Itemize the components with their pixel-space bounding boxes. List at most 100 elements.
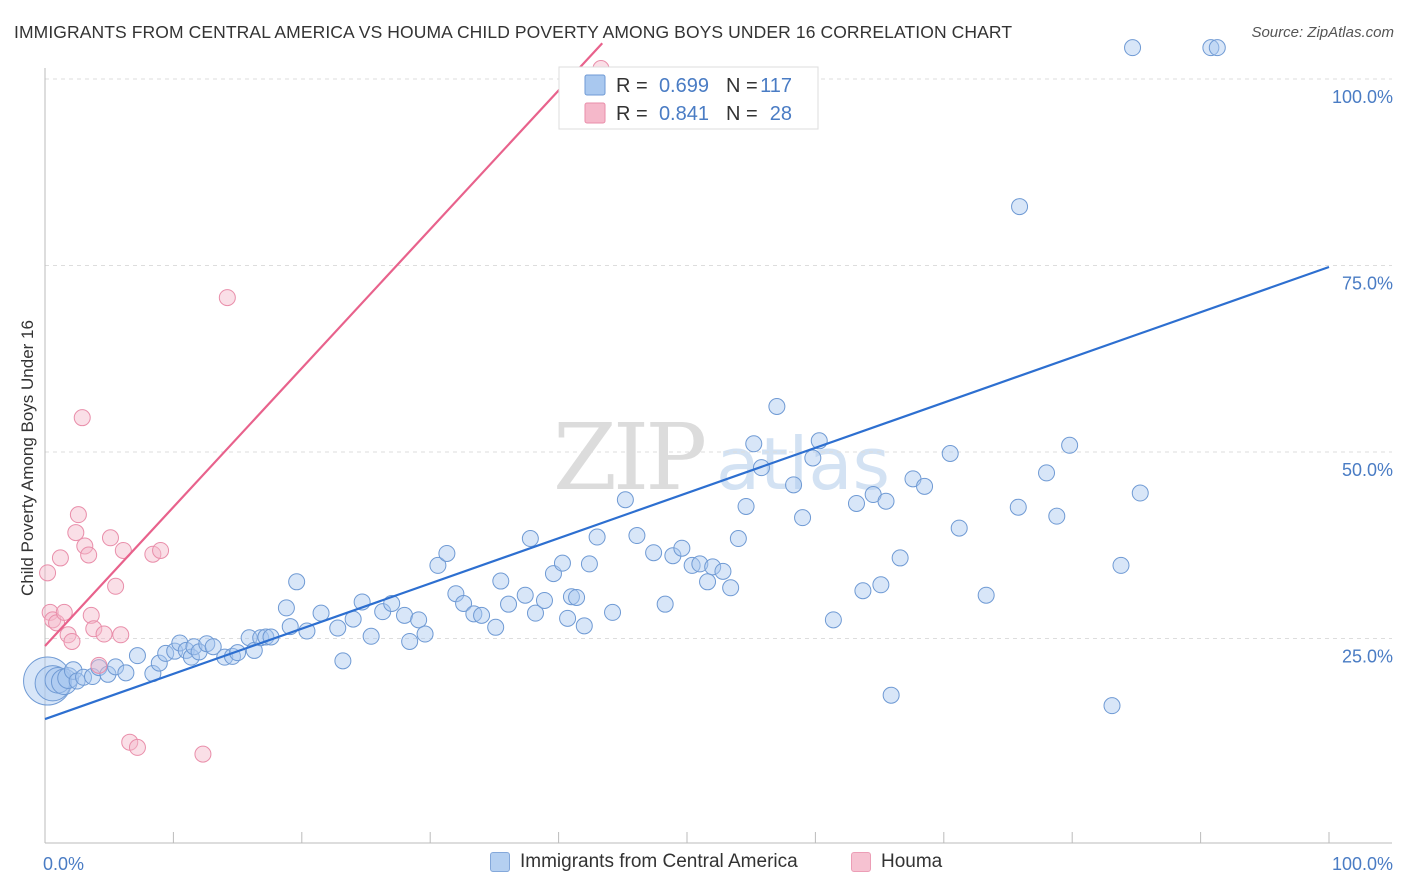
point-immigrants — [785, 476, 803, 494]
point-immigrants — [75, 668, 93, 686]
point-immigrants — [107, 658, 125, 676]
point-immigrants — [737, 497, 755, 515]
axes — [44, 68, 1392, 844]
series-immigrants-points — [23, 39, 1226, 715]
grid-lines — [45, 78, 1392, 639]
point-immigrants — [455, 594, 473, 612]
legend-label-houma: Houma — [881, 851, 943, 872]
point-immigrants — [745, 435, 763, 453]
legend-item-immigrants[interactable]: Immigrants from Central America — [490, 851, 798, 873]
point-houma — [90, 656, 108, 674]
point-immigrants — [535, 591, 553, 609]
point-houma — [114, 541, 132, 559]
point-immigrants — [204, 638, 222, 656]
point-immigrants — [588, 528, 606, 546]
watermark: ZIP atlas — [553, 404, 890, 511]
point-immigrants — [362, 627, 380, 645]
point-immigrants — [516, 586, 534, 604]
point-immigrants — [229, 644, 247, 662]
point-immigrants — [950, 519, 968, 537]
point-houma — [73, 409, 91, 427]
point-houma — [128, 738, 146, 756]
stats-n-value: 117 — [760, 75, 792, 97]
point-immigrants — [616, 491, 634, 509]
point-immigrants — [1202, 39, 1220, 57]
point-immigrants — [941, 444, 959, 462]
point-immigrants — [847, 494, 865, 512]
point-immigrants — [1103, 697, 1121, 715]
series-houma-points — [39, 60, 610, 763]
point-immigrants — [891, 549, 909, 567]
point-immigrants — [562, 588, 580, 606]
stats-r-value: 0.841 — [659, 103, 709, 125]
source-credit: Source: ZipAtlas.com — [1251, 24, 1394, 41]
point-immigrants — [401, 632, 419, 650]
point-immigrants — [438, 544, 456, 562]
point-immigrants — [804, 449, 822, 467]
stats-n-label: N = — [726, 75, 758, 97]
x-tick-label-min: 0.0% — [43, 854, 84, 874]
point-houma — [80, 546, 98, 564]
point-houma — [101, 529, 119, 547]
point-immigrants — [1124, 39, 1142, 57]
point-immigrants — [150, 654, 168, 672]
point-immigrants — [553, 554, 571, 572]
y-tick-label: 25.0% — [1342, 647, 1393, 667]
point-immigrants — [526, 604, 544, 622]
point-immigrants — [656, 595, 674, 613]
point-houma — [39, 564, 57, 582]
point-immigrants — [977, 586, 995, 604]
legend-swatch-blue — [490, 852, 510, 872]
point-houma — [82, 606, 100, 624]
stats-n-value: 28 — [770, 103, 792, 125]
point-immigrants — [882, 686, 900, 704]
point-immigrants — [429, 556, 447, 574]
point-immigrants — [410, 611, 428, 629]
point-immigrants — [1131, 484, 1149, 502]
stats-legend-swatch-blue — [584, 74, 606, 96]
trendline-houma — [44, 42, 604, 647]
point-houma — [69, 506, 87, 524]
point-immigrants — [699, 573, 717, 591]
point-houma — [76, 537, 94, 555]
point-immigrants — [500, 595, 518, 613]
point-immigrants — [559, 609, 577, 627]
stats-r-value: 0.699 — [659, 75, 709, 97]
point-immigrants — [877, 492, 895, 510]
point-immigrants — [1112, 556, 1130, 574]
point-immigrants — [334, 652, 352, 670]
point-houma — [194, 745, 212, 763]
point-immigrants — [1048, 507, 1066, 525]
point-immigrants — [1009, 498, 1027, 516]
point-immigrants — [872, 576, 890, 594]
bottom-legend: Immigrants from Central America Houma — [0, 851, 1406, 879]
point-houma — [51, 549, 69, 567]
point-immigrants — [1061, 436, 1079, 454]
point-immigrants — [729, 530, 747, 548]
point-immigrants — [1011, 198, 1029, 216]
point-immigrants — [645, 544, 663, 562]
point-houma — [95, 625, 113, 643]
point-immigrants — [568, 588, 586, 606]
point-immigrants — [521, 530, 539, 548]
point-houma — [144, 545, 162, 563]
point-immigrants — [288, 573, 306, 591]
point-houma — [218, 289, 236, 307]
stats-legend-swatch-pink — [584, 102, 606, 124]
point-immigrants — [824, 611, 842, 629]
point-immigrants — [473, 606, 491, 624]
point-immigrants — [396, 606, 414, 624]
point-immigrants — [704, 558, 722, 576]
point-houma — [85, 620, 103, 638]
point-immigrants — [722, 579, 740, 597]
y-tick-label: 50.0% — [1342, 460, 1393, 480]
point-houma — [112, 626, 130, 644]
x-tick-label-max: 100.0% — [1332, 854, 1393, 874]
point-immigrants — [673, 539, 691, 557]
y-tick-label: 100.0% — [1332, 87, 1393, 107]
legend-item-houma[interactable]: Houma — [851, 851, 942, 873]
point-immigrants — [487, 618, 505, 636]
point-houma — [67, 524, 85, 542]
point-immigrants — [628, 527, 646, 545]
